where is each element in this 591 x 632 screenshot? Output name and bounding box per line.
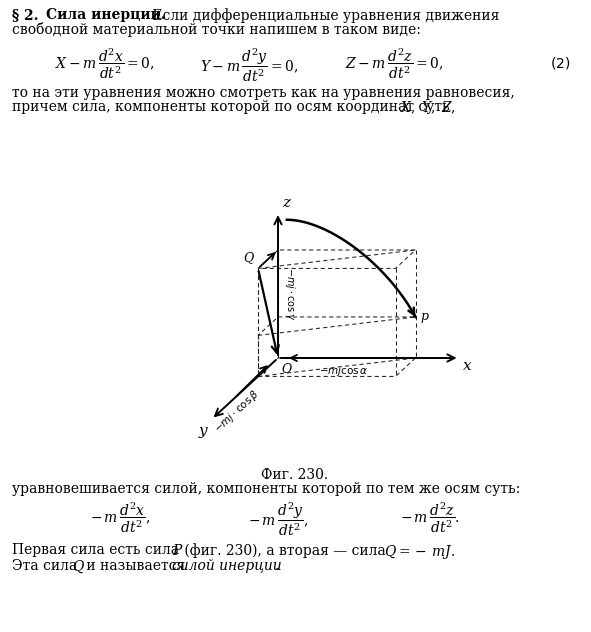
Text: причем сила, компоненты которой по осям координат суть: причем сила, компоненты которой по осям …	[12, 100, 450, 114]
Text: Первая сила есть сила: Первая сила есть сила	[12, 543, 183, 557]
Text: $X,\;Y,\;Z,$: $X,\;Y,\;Z,$	[400, 100, 456, 116]
Text: свободной материальной точки напишем в таком виде:: свободной материальной точки напишем в т…	[12, 22, 421, 37]
Text: O: O	[282, 363, 293, 376]
Text: (фиг. 230), а вторая — сила: (фиг. 230), а вторая — сила	[180, 543, 390, 558]
Text: Если дифференциальные уравнения движения: Если дифференциальные уравнения движения	[148, 8, 499, 23]
Text: Сила инерции.: Сила инерции.	[46, 8, 165, 22]
Text: x: x	[463, 359, 471, 373]
Text: $-mj\cdot\cos\beta$: $-mj\cdot\cos\beta$	[212, 387, 262, 436]
Text: § 2.: § 2.	[12, 8, 38, 22]
Text: Q: Q	[243, 252, 253, 264]
Text: силой инерции: силой инерции	[172, 559, 282, 573]
Text: $-\,m\,\dfrac{d^2y}{dt^2},$: $-\,m\,\dfrac{d^2y}{dt^2},$	[248, 500, 308, 538]
Text: Эта сила: Эта сила	[12, 559, 82, 573]
Text: $Y - m\,\dfrac{d^2y}{dt^2} = 0,$: $Y - m\,\dfrac{d^2y}{dt^2} = 0,$	[200, 46, 298, 84]
Text: p: p	[421, 310, 428, 324]
Text: $(2)$: $(2)$	[550, 55, 570, 71]
Text: $-\,m\,\dfrac{d^2z}{dt^2}.$: $-\,m\,\dfrac{d^2z}{dt^2}.$	[400, 500, 460, 535]
Text: и называется: и называется	[82, 559, 190, 573]
Text: z: z	[282, 196, 290, 210]
Text: $Q$: $Q$	[72, 559, 85, 575]
Text: $P$: $P$	[172, 543, 184, 558]
Text: то на эти уравнения можно смотреть как на уравнения равновесия,: то на эти уравнения можно смотреть как н…	[12, 86, 515, 100]
Text: $-\,m\,\dfrac{d^2x}{dt^2},$: $-\,m\,\dfrac{d^2x}{dt^2},$	[90, 500, 150, 535]
Text: $Z - m\,\dfrac{d^2z}{dt^2} = 0,$: $Z - m\,\dfrac{d^2z}{dt^2} = 0,$	[345, 46, 443, 81]
Text: $-mj\cos\alpha$: $-mj\cos\alpha$	[319, 364, 368, 378]
Text: $X - m\,\dfrac{d^2x}{dt^2} = 0,$: $X - m\,\dfrac{d^2x}{dt^2} = 0,$	[55, 46, 155, 81]
Text: y: y	[199, 425, 207, 439]
Text: .: .	[275, 559, 280, 573]
Text: уравновешивается силой, компоненты которой по тем же осям суть:: уравновешивается силой, компоненты котор…	[12, 482, 520, 496]
Text: Фиг. 230.: Фиг. 230.	[261, 468, 329, 482]
Text: $-mj\cdot\cos\gamma$: $-mj\cdot\cos\gamma$	[283, 267, 297, 320]
Text: $Q = -\,mJ.$: $Q = -\,mJ.$	[384, 543, 455, 561]
